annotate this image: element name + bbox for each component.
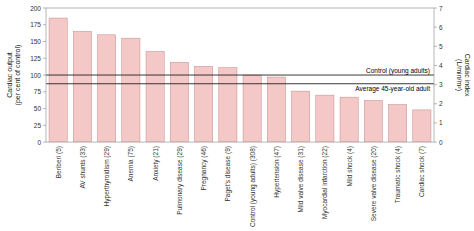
y-tick	[43, 91, 46, 92]
y2-tick	[434, 65, 437, 66]
y-tick	[43, 142, 46, 143]
y-tick	[43, 8, 46, 9]
x-tick-label: Hypertension (47)	[273, 146, 281, 198]
bar	[219, 68, 237, 142]
y2-tick-label: 5	[439, 43, 443, 50]
reference-line	[46, 75, 434, 76]
x-tick-label: Myocardial infarction (22)	[321, 146, 329, 219]
y2-tick	[434, 122, 437, 123]
reference-line	[46, 83, 434, 84]
x-tick-label: Anxiety (21)	[152, 146, 160, 181]
bar	[73, 31, 91, 142]
bars	[49, 18, 431, 142]
y2-tick-label: 6	[439, 24, 443, 31]
bar	[243, 75, 261, 142]
x-tick-label: Pregnancy (46)	[200, 146, 208, 190]
y2-tick	[434, 46, 437, 47]
y-tick-label: 125	[30, 55, 41, 62]
bar	[267, 77, 285, 142]
bar	[364, 101, 382, 143]
bar	[389, 105, 407, 143]
y2-tick-label: 2	[439, 100, 443, 107]
bar	[122, 38, 140, 142]
y-tick-label: 150	[30, 38, 41, 45]
y-tick	[43, 75, 46, 76]
y2-tick	[434, 8, 437, 9]
bar	[195, 66, 213, 142]
y-tick	[43, 58, 46, 59]
x-tick-label: Paget's disease (9)	[224, 146, 232, 201]
plot-frame	[46, 8, 434, 142]
x-tick-labels: Beriberi (5) AV shunts (33) Hyperthyroidis…	[55, 146, 427, 227]
bar	[170, 62, 188, 142]
x-tick-label: Mild valve disease (31)	[297, 146, 305, 212]
x-tick-label: Cardiac shock (7)	[418, 146, 426, 197]
bar	[98, 35, 116, 142]
y-axis-label: Cardiac output(per cent of control)	[6, 45, 22, 106]
chart: Beriberi (5) AV shunts (33) Hyperthyroidis…	[0, 0, 474, 231]
y-tick	[43, 108, 46, 109]
x-tick-label: Beriberi (5)	[55, 146, 63, 178]
x-tick-label: Mild shock (4)	[346, 146, 354, 186]
y2-tick-label: 4	[439, 62, 443, 69]
y2-tick-label: 7	[439, 5, 443, 12]
x-tick-label: Severe valve disease (20)	[370, 146, 378, 221]
y-tick-label: 100	[30, 72, 41, 79]
y2-tick	[434, 142, 437, 143]
y2-tick	[434, 103, 437, 104]
reference-lines	[46, 75, 434, 84]
bar	[292, 91, 310, 142]
y2-axis-label: Cardiac index(L/min/m²)	[455, 54, 471, 97]
y2-axis: 0 1 2 3 4 5 6 7	[434, 5, 443, 146]
bar	[413, 110, 431, 142]
y2-tick	[434, 27, 437, 28]
x-tick-label: Anemia (75)	[127, 146, 135, 181]
bar	[146, 52, 164, 142]
y-tick-label: 175	[30, 21, 41, 28]
bar	[316, 95, 334, 142]
y-tick	[43, 24, 46, 25]
y2-tick-label: 0	[439, 139, 443, 146]
x-tick-label: Pulmonary disease (29)	[176, 146, 184, 215]
bar	[340, 97, 358, 142]
y2-tick-label: 1	[439, 119, 443, 126]
y2-tick	[434, 84, 437, 85]
x-tick-label: AV shunts (33)	[79, 146, 87, 189]
y-tick-label: 200	[30, 5, 41, 12]
y-tick	[43, 125, 46, 126]
y-axis: 0 25 50 75 100 125 150 175 200	[30, 5, 46, 146]
x-tick-label: Hyperthyroidism (29)	[103, 146, 111, 206]
bar	[49, 18, 67, 142]
y2-tick-label: 3	[439, 81, 443, 88]
y-tick-label: 25	[34, 122, 42, 129]
annotation: Average 45-year-old adult	[355, 85, 430, 93]
y-tick-label: 75	[34, 88, 42, 95]
x-tick-label: Control (young adults) (308)	[249, 146, 257, 227]
x-tick-label: Traumatic shock (4)	[394, 146, 402, 203]
y-tick	[43, 41, 46, 42]
annotation: Control (young adults)	[366, 67, 430, 75]
y-tick-label: 50	[34, 105, 42, 112]
plot-area	[46, 8, 434, 142]
y-tick-label: 0	[37, 139, 41, 146]
